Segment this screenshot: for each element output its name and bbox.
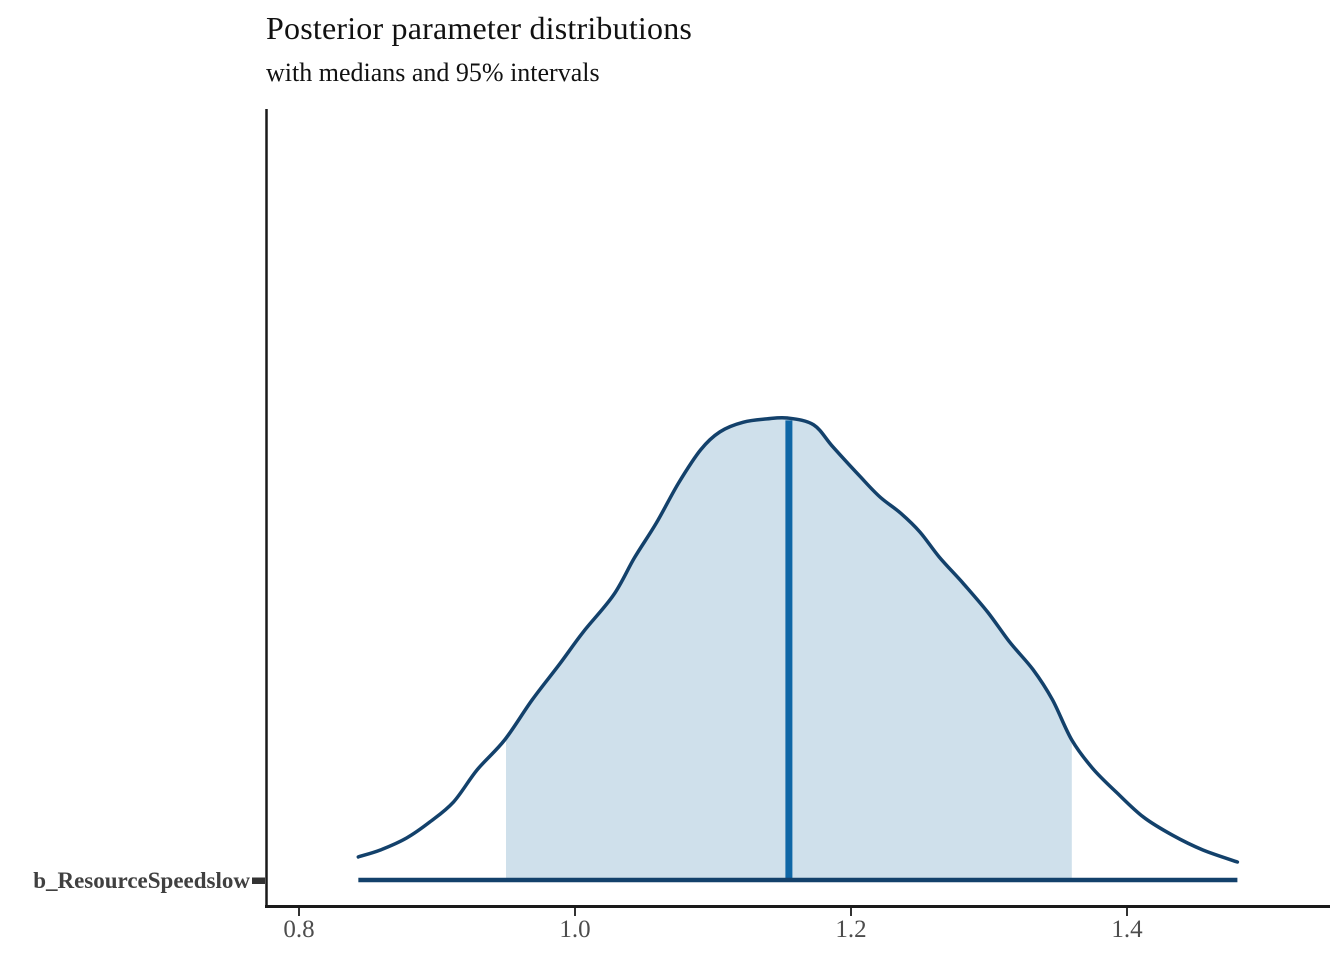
- x-tick-label: 1.2: [835, 916, 867, 943]
- chart-subtitle: with medians and 95% intervals: [266, 58, 600, 87]
- x-tick-label: 1.0: [559, 916, 591, 943]
- y-axis-tick-mark: [252, 877, 265, 884]
- x-axis-tick-marks: [298, 908, 1128, 916]
- density-curve: [356, 415, 1240, 864]
- x-tick-label: 1.4: [1111, 916, 1143, 943]
- y-axis-label-parameter: b_ResourceSpeedslow: [33, 868, 250, 893]
- chart-title: Posterior parameter distributions: [266, 10, 693, 46]
- x-tick-label: 0.8: [283, 916, 315, 943]
